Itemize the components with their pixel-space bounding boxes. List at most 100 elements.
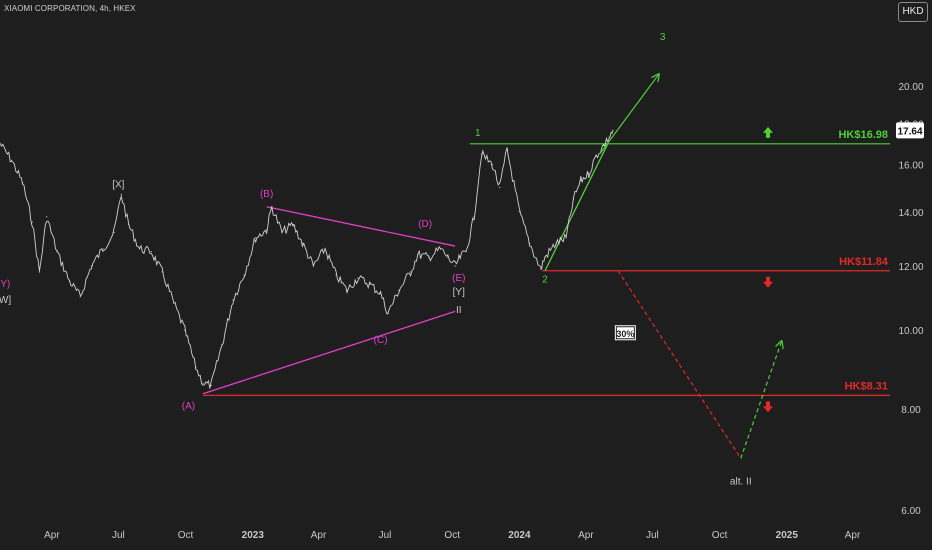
price-point <box>572 198 575 201</box>
wave-label: (C) <box>374 335 388 346</box>
last-price-label: 17.64 <box>897 126 922 137</box>
wave-label: alt. II <box>730 477 752 488</box>
x-tick-label: 2025 <box>776 530 799 541</box>
price-point <box>473 216 475 218</box>
price-point <box>428 256 430 258</box>
price-point <box>210 384 212 386</box>
price-point <box>595 155 597 157</box>
trendlines <box>202 143 609 395</box>
price-point <box>357 277 359 279</box>
price-point <box>11 159 13 161</box>
price-point <box>90 265 92 267</box>
price-point <box>232 299 234 301</box>
price-point <box>409 271 412 273</box>
price-point <box>292 223 294 226</box>
price-point <box>46 216 48 218</box>
price-point <box>439 248 442 250</box>
y-axis: 20.0018.0016.0014.0012.0010.008.006.0017… <box>896 82 924 517</box>
down-arrow-icon <box>763 401 773 413</box>
wave-label: [Y] <box>453 287 465 298</box>
wave-label: 1 <box>475 128 481 139</box>
price-point <box>518 211 521 213</box>
price-point <box>491 164 493 166</box>
price-point <box>565 237 567 239</box>
projection-line <box>740 341 782 459</box>
price-point <box>312 265 315 267</box>
wave-labels: (Y) [W] [X] (A) (B) (C) (D) (E) [Y] II 1 2 3 alt. II <box>0 32 752 488</box>
x-tick-label: Oct <box>178 530 194 541</box>
x-tick-label: Apr <box>311 530 327 541</box>
level-label: HK$8.31 <box>845 380 888 392</box>
price-point <box>0 142 1 145</box>
x-tick-label: Jul <box>112 530 125 541</box>
y-tick-label: 6.00 <box>901 506 921 517</box>
x-tick-label: Apr <box>578 530 594 541</box>
last-price-box <box>896 122 924 139</box>
price-point <box>459 256 461 258</box>
price-point <box>113 231 115 234</box>
price-point <box>127 223 130 226</box>
price-point <box>173 302 175 304</box>
price-point <box>271 206 273 208</box>
price-point <box>387 312 389 314</box>
price-point <box>221 343 223 346</box>
price-point <box>31 221 33 223</box>
price-point <box>150 251 152 253</box>
price-point <box>540 268 542 270</box>
trendline <box>202 310 456 395</box>
price-point <box>120 193 122 196</box>
x-tick-label: Apr <box>44 530 60 541</box>
down-arrow-icon <box>763 276 773 288</box>
price-point <box>184 329 186 331</box>
level-label: HK$11.84 <box>839 256 889 268</box>
x-tick-label: Apr <box>845 530 861 541</box>
price-point <box>544 256 546 258</box>
y-tick-label: 16.00 <box>898 161 923 172</box>
x-tick-label: Jul <box>646 530 659 541</box>
price-point <box>529 242 531 244</box>
price-point <box>161 271 163 273</box>
price-point <box>38 271 41 273</box>
y-tick-label: 20.00 <box>898 82 923 93</box>
price-point <box>506 149 508 151</box>
projection-line <box>617 270 742 459</box>
wave-label: 3 <box>660 32 666 43</box>
wave-label: (Y) <box>0 279 10 290</box>
price-point <box>465 251 467 253</box>
price-point <box>380 292 382 295</box>
probability-badge: 30% <box>613 324 637 342</box>
price-line <box>0 130 614 389</box>
price-point <box>417 253 419 256</box>
badge-inner-box <box>615 326 635 340</box>
wave-label: (B) <box>260 189 273 200</box>
price-point <box>454 265 456 267</box>
x-tick-label: Oct <box>712 530 728 541</box>
up-arrow-icon <box>763 126 773 138</box>
price-point <box>138 248 141 250</box>
price-point <box>22 182 24 184</box>
wave-label: (A) <box>182 401 195 412</box>
y-tick-label: 8.00 <box>901 405 921 416</box>
price-point <box>447 256 449 258</box>
badge-text: 30% <box>616 329 634 339</box>
price-point <box>398 289 400 291</box>
horizontal-levels: HK$16.98 HK$11.84 HK$8.31 <box>203 126 890 413</box>
x-tick-label: 2023 <box>242 530 265 541</box>
x-tick-label: Jul <box>379 530 392 541</box>
price-point <box>588 173 590 175</box>
price-point <box>79 296 81 298</box>
wave-label: (D) <box>418 219 432 230</box>
price-point <box>346 289 348 291</box>
price-point <box>56 251 58 253</box>
price-point <box>608 136 610 138</box>
level-label: HK$16.98 <box>838 129 888 141</box>
trendline <box>266 206 456 247</box>
price-point <box>255 237 257 239</box>
price-point <box>580 179 582 182</box>
price-series <box>0 129 614 389</box>
price-point <box>612 129 614 131</box>
price-point <box>266 229 268 231</box>
currency-label[interactable]: HKD <box>898 2 928 22</box>
y-tick-label: 14.00 <box>898 208 923 219</box>
